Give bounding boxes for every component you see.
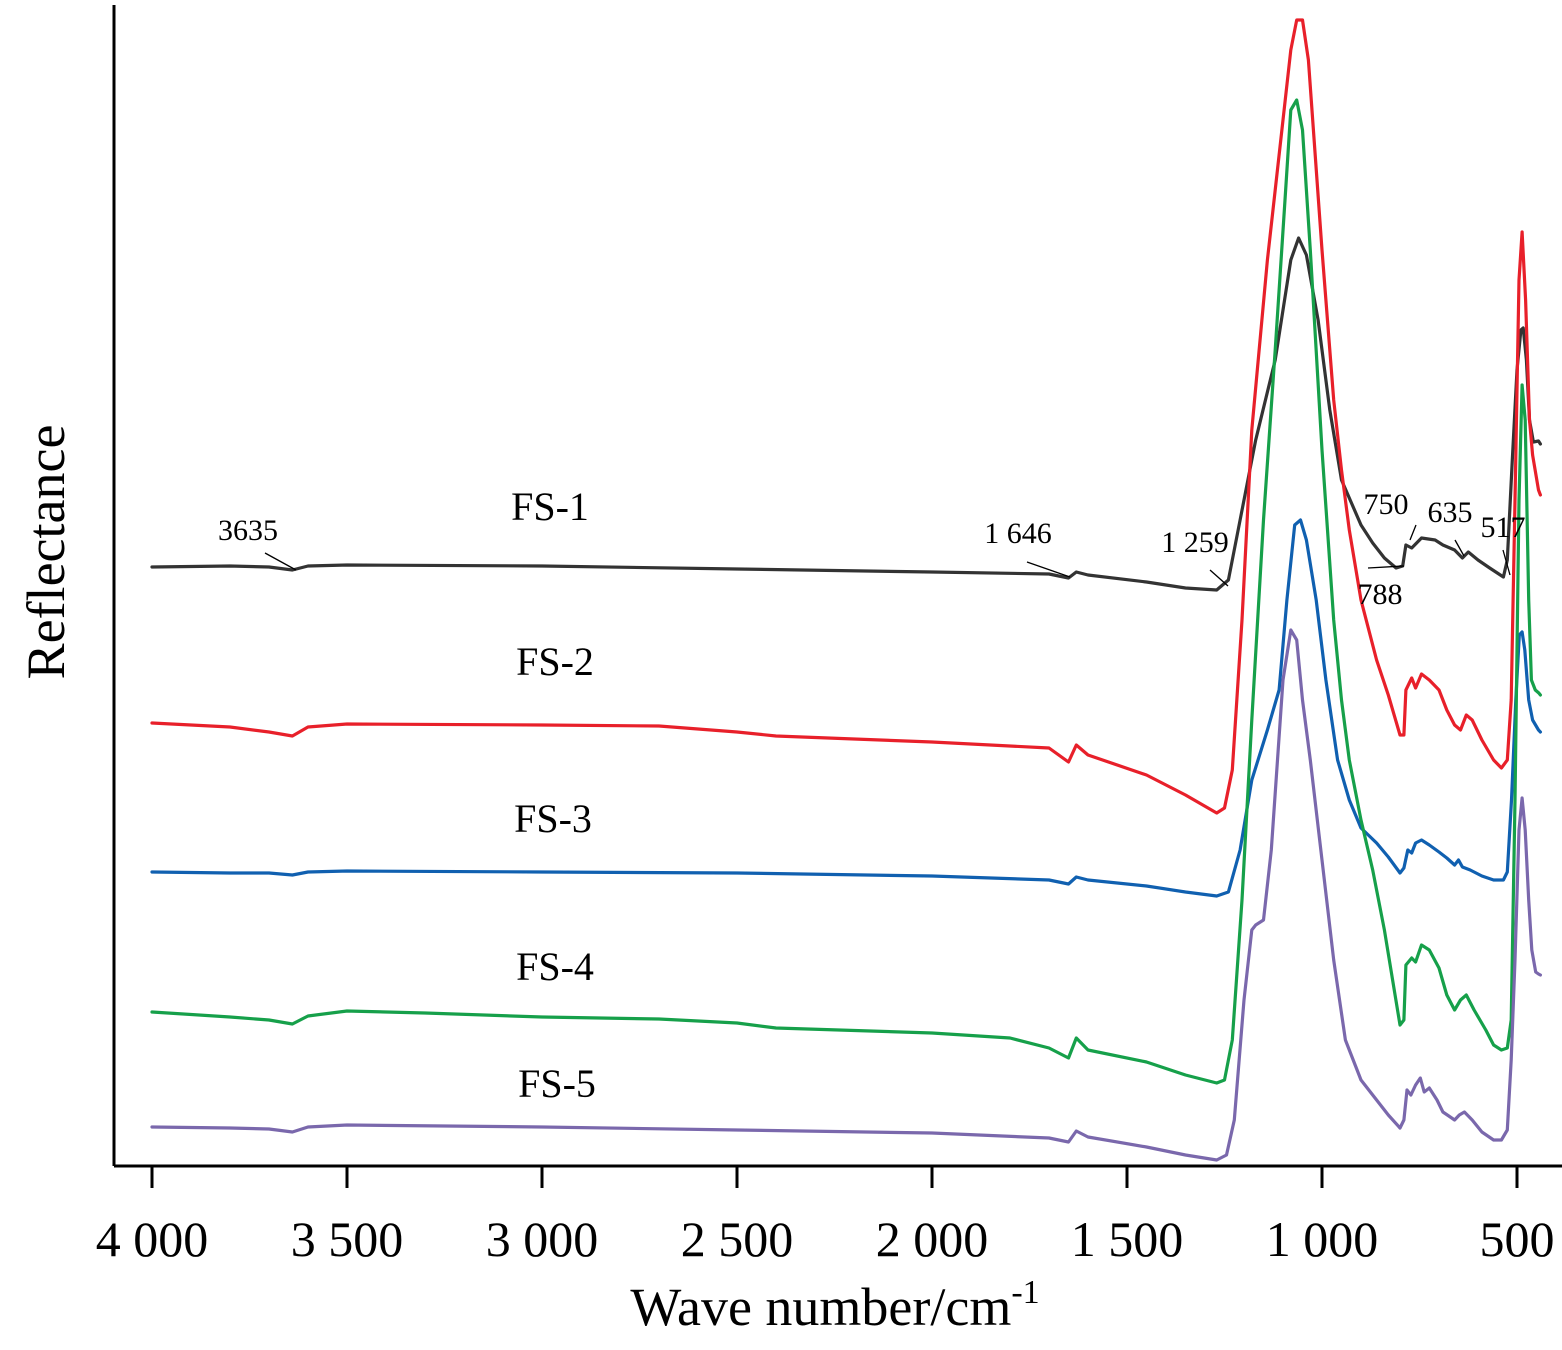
x-tick-label-500: 500: [1480, 1211, 1555, 1267]
x-tick-labels: 4 000 3 500 3 000 2 500 2 000 1 500 1 000 500: [96, 1211, 1555, 1267]
annotation-3635: 3635: [218, 514, 278, 547]
series-line-fs-1: [150, 236, 1543, 592]
annotation-517: 517: [1481, 511, 1526, 544]
annotation-750: 750: [1364, 488, 1409, 521]
x-tick-label-2000: 2 000: [876, 1211, 989, 1267]
annotation-leader-788: [1367, 565, 1405, 569]
x-tick-label-1000: 1 000: [1266, 1211, 1379, 1267]
x-tick-label-1500: 1 500: [1071, 1211, 1184, 1267]
series-label-fs-3: FS-3: [514, 796, 592, 841]
series-label-fs-4: FS-4: [516, 944, 594, 989]
annotation-1259: 1 259: [1161, 526, 1229, 559]
series-line-fs-2: [150, 18, 1543, 815]
annotation-635: 635: [1428, 496, 1473, 529]
annotation-leader-1646: [1026, 561, 1071, 578]
x-axis-title-superscript: -1: [1011, 1274, 1039, 1311]
annotation-1646: 1 646: [984, 517, 1052, 550]
series-labels: FS-1 FS-2 FS-3 FS-4 FS-5: [511, 484, 596, 1106]
x-axis-title: Wave number/cm-1: [630, 1274, 1039, 1337]
annotation-leaders: [264, 524, 1511, 587]
x-tick-label-2500: 2 500: [681, 1211, 794, 1267]
series-label-fs-2: FS-2: [516, 639, 594, 684]
annotation-leader-635: [1454, 539, 1465, 557]
series-line-fs-5: [150, 628, 1543, 1162]
x-tick-label-3500: 3 500: [291, 1211, 404, 1267]
x-ticks: [150, 1166, 1519, 1188]
annotation-788: 788: [1358, 578, 1403, 611]
series-label-fs-5: FS-5: [518, 1061, 596, 1106]
annotation-leader-1259: [1209, 569, 1229, 587]
x-tick-label-4000: 4 000: [96, 1211, 209, 1267]
x-tick-label-3000: 3 000: [486, 1211, 599, 1267]
series-line-fs-3: [150, 518, 1543, 898]
x-axis-title-main: Wave number/cm: [630, 1277, 1011, 1337]
annotation-leader-750: [1409, 524, 1417, 541]
series-lines: [150, 18, 1543, 1162]
y-axis-title: Reflectance: [16, 425, 76, 680]
annotation-texts: 3635 1 646 1 259 750 635 517 788: [218, 488, 1526, 611]
series-label-fs-1: FS-1: [511, 484, 589, 529]
annotation-leader-517: [1502, 549, 1511, 576]
series-line-fs-4: [150, 98, 1543, 1085]
annotation-leader-3635: [264, 552, 297, 571]
